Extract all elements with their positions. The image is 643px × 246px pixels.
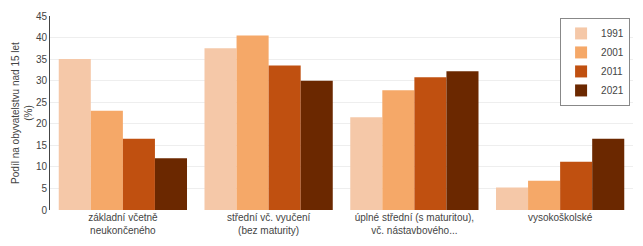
svg-text:úplné střední (s maturitou),vč: úplné střední (s maturitou),vč. nástavbo… xyxy=(355,212,475,236)
svg-text:2021: 2021 xyxy=(601,85,624,96)
svg-text:základní včetněneukončeného: základní včetněneukončeného xyxy=(88,212,158,236)
svg-text:střední vč. vyučení(bez maturi: střední vč. vyučení(bez maturity) xyxy=(227,212,311,236)
svg-text:5: 5 xyxy=(41,183,47,194)
svg-text:10: 10 xyxy=(36,161,48,172)
svg-text:30: 30 xyxy=(36,75,48,86)
svg-text:20: 20 xyxy=(36,118,48,129)
svg-text:Podíl na obyvatelstvu nad 15 l: Podíl na obyvatelstvu nad 15 let(%) xyxy=(10,42,34,184)
svg-text:1991: 1991 xyxy=(601,28,624,39)
svg-text:15: 15 xyxy=(36,140,48,151)
svg-text:25: 25 xyxy=(36,97,48,108)
svg-text:vysokoškolské: vysokoškolské xyxy=(528,212,593,223)
svg-text:0: 0 xyxy=(41,205,47,216)
svg-text:45: 45 xyxy=(36,11,48,22)
svg-text:2001: 2001 xyxy=(601,47,624,58)
svg-text:35: 35 xyxy=(36,54,48,65)
svg-text:2011: 2011 xyxy=(601,66,623,77)
svg-text:40: 40 xyxy=(36,32,48,43)
